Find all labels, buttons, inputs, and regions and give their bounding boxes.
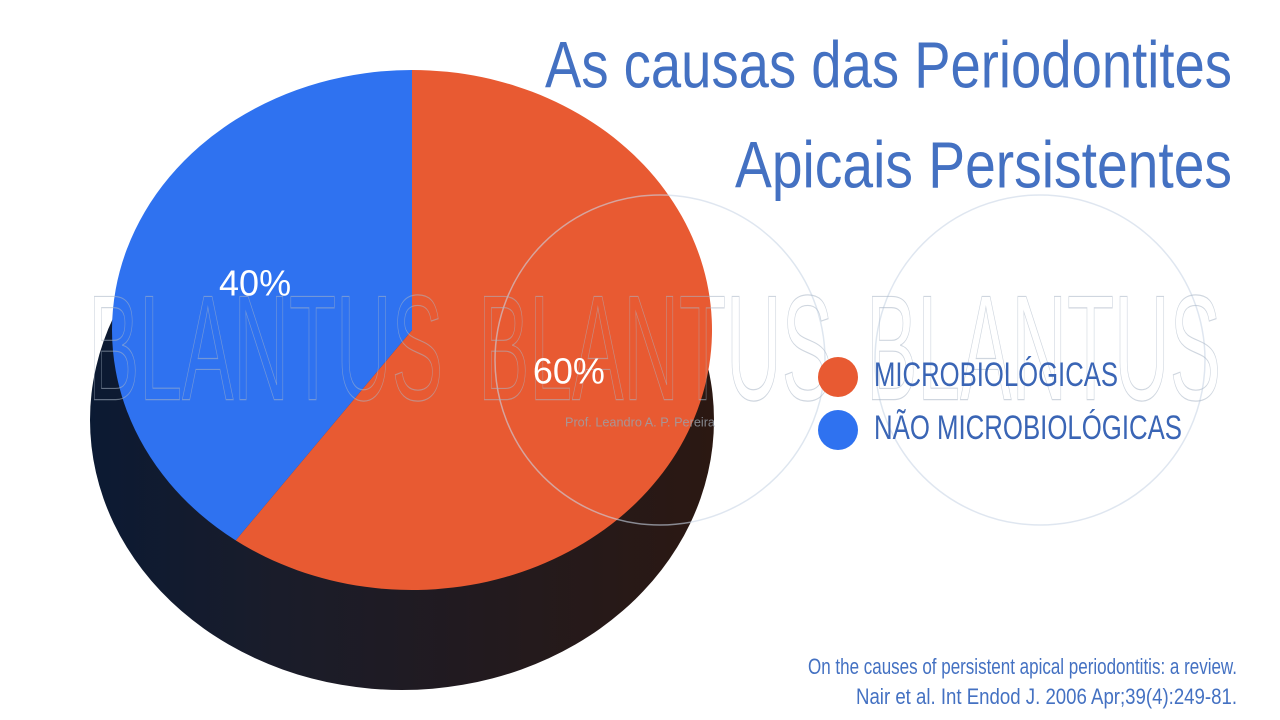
- watermark-text: BLANTUS: [478, 264, 833, 432]
- legend-label: MICROBIOLÓGICAS: [874, 356, 1118, 394]
- legend-swatch: [818, 410, 858, 450]
- pie: [90, 70, 714, 690]
- source: On the causes of persistent apical perio…: [808, 654, 1237, 679]
- watermark: BLANTUS BLANTUS BLANTUS: [87, 263, 1221, 432]
- watermark-circles: [494, 194, 1206, 526]
- chart-title: As causas das Periodontites: [545, 27, 1232, 101]
- source: Nair et al. Int Endod J. 2006 Apr;39(4):…: [856, 684, 1237, 709]
- legend-label: NÃO MICROBIOLÓGICAS: [874, 409, 1182, 447]
- legend-swatch: [818, 357, 858, 397]
- value-label: 40%: [219, 262, 291, 303]
- watermark-credit: Prof. Leandro A. P. Pereira: [565, 414, 716, 429]
- watermark-text: BLANTUS: [866, 264, 1221, 432]
- chart-title: Apicais Persistentes: [735, 127, 1232, 201]
- value-label: 60%: [533, 351, 605, 392]
- pie-slice: [112, 70, 413, 541]
- pie-slice: [235, 70, 712, 590]
- watermark-text: BLANTUS: [88, 264, 443, 432]
